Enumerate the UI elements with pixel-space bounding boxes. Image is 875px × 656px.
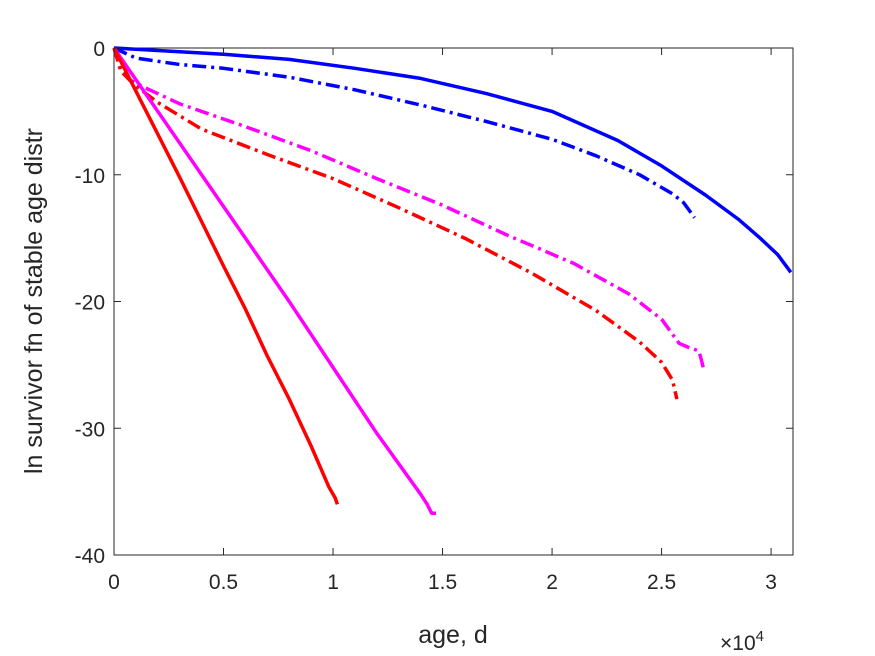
x-tick-label: 2.5 xyxy=(647,571,676,594)
series-line-1 xyxy=(113,46,793,274)
y-tick-label: -20 xyxy=(75,292,105,315)
x-tick-label: 3 xyxy=(765,571,777,594)
series-layer xyxy=(112,46,793,515)
x-axis-label: age, d xyxy=(418,621,488,649)
x-tick-label: 2 xyxy=(546,571,558,594)
x-axis-multiplier: ×104 xyxy=(720,628,764,655)
x-multiplier-base: ×10 xyxy=(720,632,756,655)
y-tick-label: -40 xyxy=(75,545,105,568)
ticks-layer: 0 0.5 1 1.5 2 2.5 3 0 -10 -20 -30 -40 xyxy=(75,38,793,594)
y-tick-label: 0 xyxy=(93,38,105,61)
plot-area xyxy=(113,47,794,556)
x-tick-label: 1.5 xyxy=(428,571,457,594)
y-tick-label: -10 xyxy=(75,165,105,188)
x-multiplier-exponent: 4 xyxy=(756,628,764,645)
series-line-3 xyxy=(112,47,705,368)
x-tick-label: 0 xyxy=(108,571,120,594)
series-line-6 xyxy=(112,47,340,505)
y-tick-label: -30 xyxy=(75,418,105,441)
x-tick-label: 1 xyxy=(327,571,339,594)
x-tick-label: 0.5 xyxy=(209,571,238,594)
series-line-5 xyxy=(112,47,436,515)
series-line-2 xyxy=(113,46,696,219)
y-axis-label: ln survivor fn of stable age distr xyxy=(20,128,48,474)
